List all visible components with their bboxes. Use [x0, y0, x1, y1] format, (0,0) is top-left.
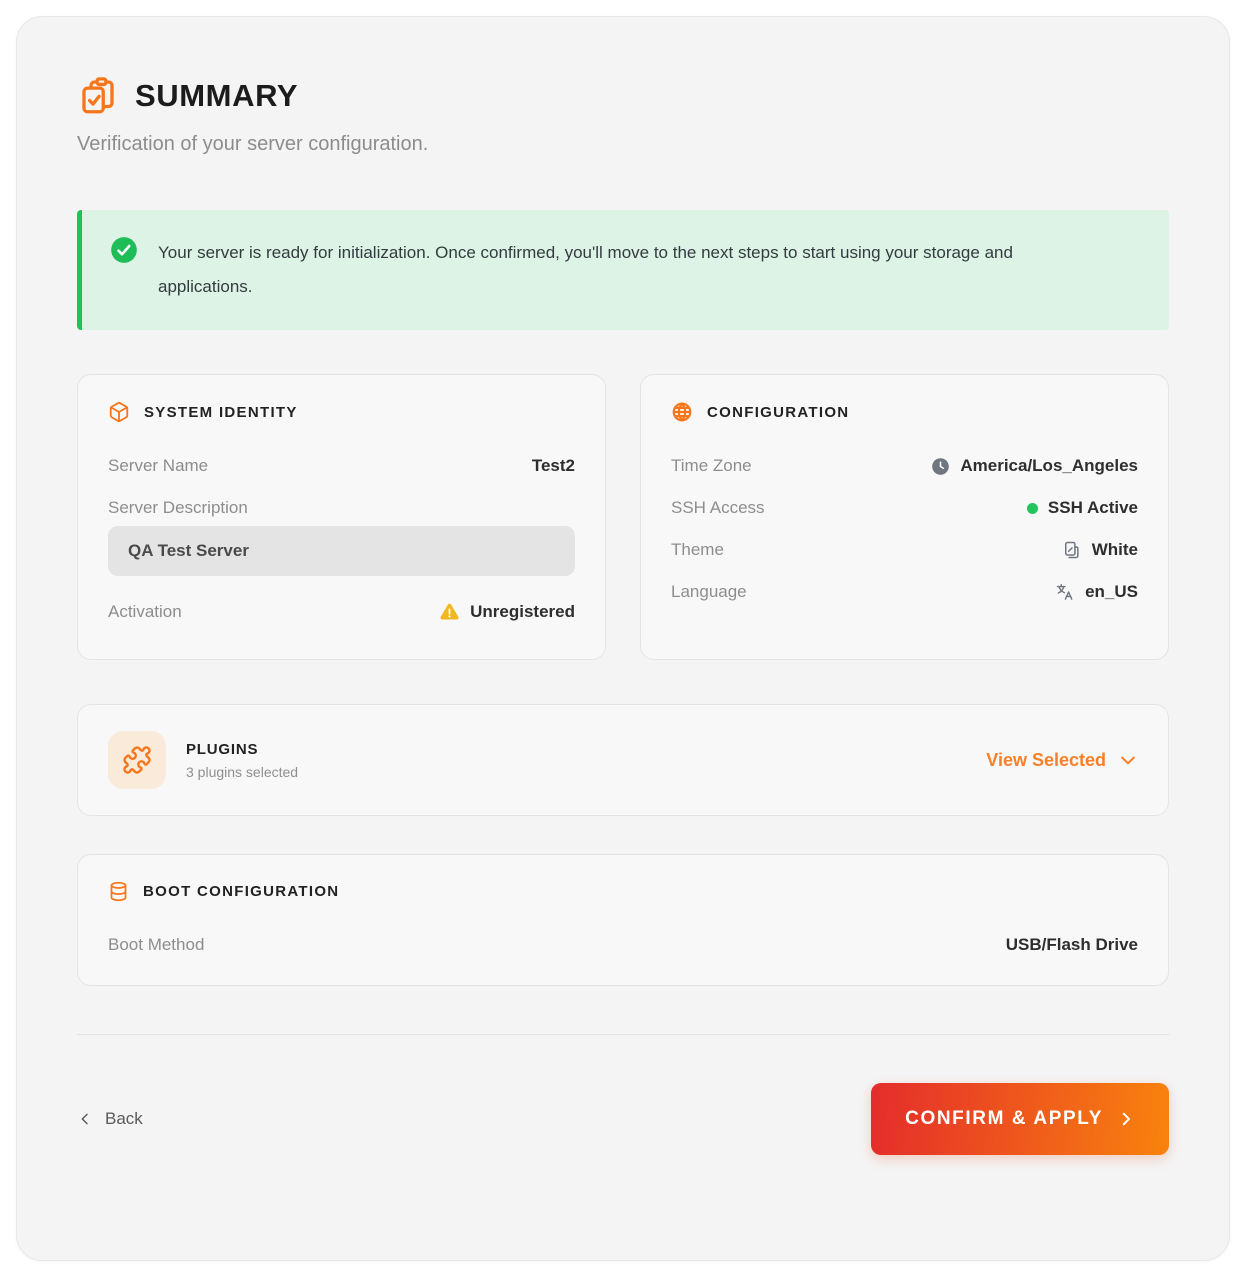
- boot-configuration-title: BOOT CONFIGURATION: [143, 883, 340, 900]
- server-description-value: QA Test Server: [108, 526, 575, 576]
- puzzle-icon: [122, 745, 152, 775]
- check-circle-icon: [110, 236, 138, 264]
- ssh-access-row: SSH Access SSH Active: [671, 487, 1138, 529]
- success-banner: Your server is ready for initialization.…: [77, 210, 1169, 330]
- boot-method-value: USB/Flash Drive: [1005, 935, 1138, 954]
- confirm-apply-button[interactable]: CONFIRM & APPLY: [871, 1083, 1169, 1155]
- plugins-icon-tile: [108, 731, 166, 789]
- timezone-label: Time Zone: [671, 456, 752, 475]
- summary-panel: SUMMARY Verification of your server conf…: [16, 16, 1230, 1261]
- chevron-left-icon: [77, 1111, 93, 1127]
- language-value: en_US: [1085, 582, 1138, 601]
- wizard-footer: Back CONFIRM & APPLY: [77, 1083, 1169, 1155]
- theme-label: Theme: [671, 540, 724, 559]
- back-button[interactable]: Back: [77, 1109, 143, 1129]
- ssh-access-label: SSH Access: [671, 498, 765, 517]
- server-description-label: Server Description: [108, 498, 248, 517]
- language-label: Language: [671, 582, 747, 601]
- database-icon: [108, 881, 129, 902]
- configuration-header: CONFIGURATION: [671, 401, 1138, 423]
- globe-icon: [671, 401, 693, 423]
- configuration-title: CONFIGURATION: [707, 403, 850, 421]
- server-name-value: Test2: [531, 456, 575, 475]
- system-identity-title: SYSTEM IDENTITY: [144, 403, 298, 421]
- chevron-right-icon: [1117, 1110, 1135, 1128]
- back-label: Back: [105, 1109, 143, 1128]
- boot-method-row: Boot Method USB/Flash Drive: [108, 924, 1138, 959]
- server-description-row: Server Description: [108, 487, 575, 518]
- configuration-card: CONFIGURATION Time Zone America/Los_Ange…: [640, 374, 1169, 660]
- activation-value: Unregistered: [470, 601, 575, 621]
- server-name-row: Server Name Test2: [108, 445, 575, 487]
- footer-divider: [77, 1034, 1169, 1035]
- page-header: SUMMARY: [77, 75, 1169, 117]
- warning-icon: [439, 601, 460, 622]
- clipboard-check-icon: [77, 75, 119, 117]
- boot-configuration-header: BOOT CONFIGURATION: [108, 881, 1138, 902]
- view-selected-label: View Selected: [986, 749, 1106, 770]
- page-title: SUMMARY: [135, 78, 299, 113]
- system-identity-card: SYSTEM IDENTITY Server Name Test2 Server…: [77, 374, 606, 660]
- success-banner-message: Your server is ready for initialization.…: [158, 243, 1013, 296]
- plugins-title: PLUGINS: [186, 740, 259, 758]
- timezone-row: Time Zone America/Los_Angeles: [671, 445, 1138, 487]
- status-dot-icon: [1026, 502, 1038, 514]
- translate-icon: [1055, 582, 1075, 602]
- confirm-apply-label: CONFIRM & APPLY: [905, 1108, 1103, 1129]
- activation-row: Activation Unregistered: [108, 590, 575, 633]
- clock-icon: [931, 457, 950, 476]
- theme-value: White: [1091, 540, 1138, 559]
- boot-method-label: Boot Method: [108, 935, 205, 954]
- system-identity-header: SYSTEM IDENTITY: [108, 401, 575, 423]
- activation-label: Activation: [108, 601, 182, 621]
- boot-configuration-card: BOOT CONFIGURATION Boot Method USB/Flash…: [77, 854, 1169, 986]
- plugins-text: PLUGINS 3 plugins selected: [186, 741, 298, 780]
- plugins-card: PLUGINS 3 plugins selected View Selected: [77, 704, 1169, 816]
- server-name-label: Server Name: [108, 456, 209, 475]
- ssh-access-value: SSH Active: [1047, 498, 1138, 517]
- theme-swatch-icon: [1062, 540, 1082, 560]
- page-subtitle: Verification of your server configuratio…: [77, 133, 429, 155]
- summary-cards: SYSTEM IDENTITY Server Name Test2 Server…: [77, 374, 1169, 660]
- language-row: Language en_US: [671, 571, 1138, 613]
- theme-row: Theme White: [671, 529, 1138, 571]
- box-icon: [108, 401, 130, 423]
- chevron-down-icon: [1118, 750, 1138, 770]
- plugins-count: 3 plugins selected: [186, 763, 299, 780]
- timezone-value: America/Los_Angeles: [960, 456, 1138, 475]
- view-selected-button[interactable]: View Selected: [986, 750, 1138, 771]
